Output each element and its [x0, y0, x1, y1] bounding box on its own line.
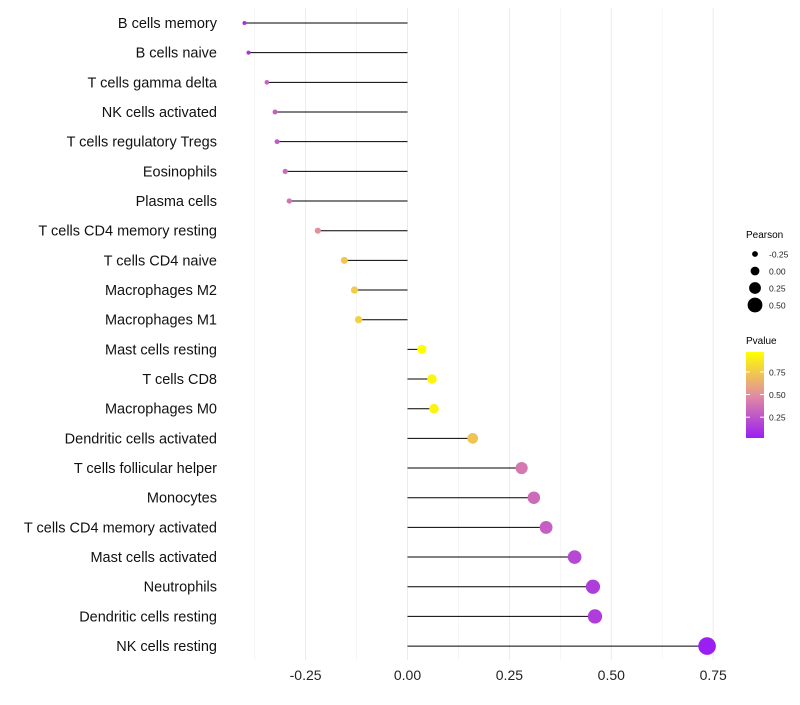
lollipop-point: [274, 139, 280, 145]
lollipop-point: [427, 374, 437, 384]
lollipop-point: [314, 227, 321, 234]
lollipop-point: [340, 256, 348, 264]
x-tick-label: 0.25: [496, 667, 523, 683]
category-label: T cells CD8: [142, 372, 217, 388]
category-label: Macrophages M1: [105, 313, 217, 329]
size-legend-title: Pearson: [746, 230, 783, 241]
lollipop-point: [429, 403, 439, 414]
size-legend-label: 0.25: [769, 284, 786, 294]
x-tick-label: 0.75: [700, 667, 727, 683]
color-legend-label: 0.25: [769, 413, 786, 423]
lollipop-point: [242, 21, 247, 25]
pvalue-color-legend: Pvalue 0.75 0.50 0.25: [746, 336, 786, 438]
category-label: Mast cells activated: [90, 550, 217, 566]
size-legend-label: -0.25: [769, 250, 789, 260]
color-legend-title: Pvalue: [746, 336, 777, 347]
x-tick-label: 0.00: [394, 667, 421, 683]
lollipop-point: [417, 344, 427, 354]
lollipop-stems: [244, 22, 708, 647]
pearson-size-legend: Pearson -0.25 0.00 0.25 0.50: [746, 230, 789, 313]
category-label: Plasma cells: [136, 194, 217, 210]
category-label: Dendritic cells activated: [65, 431, 217, 447]
category-label: Mast cells resting: [105, 342, 217, 358]
lollipop-point: [527, 491, 541, 504]
category-label: Dendritic cells resting: [79, 609, 217, 625]
category-label: B cells naive: [136, 46, 217, 62]
category-label: T cells regulatory Tregs: [67, 135, 217, 151]
lollipop-point: [354, 316, 363, 324]
x-tick-label: -0.25: [290, 667, 322, 683]
size-legend-label: 0.50: [769, 301, 786, 311]
lollipop-point: [282, 168, 288, 174]
category-label: NK cells resting: [116, 639, 217, 655]
grid-lines: [254, 8, 714, 660]
lollipop-point: [272, 109, 278, 115]
color-legend-label: 0.75: [769, 367, 786, 377]
lollipop-points: [242, 21, 716, 655]
lollipop-point: [515, 461, 528, 475]
lollipop-point: [286, 198, 292, 204]
category-label: T cells CD4 naive: [104, 253, 217, 269]
size-legend-key: [749, 282, 761, 294]
lollipop-point: [567, 550, 582, 564]
category-label: B cells memory: [118, 16, 218, 32]
category-label: Neutrophils: [144, 580, 217, 596]
category-label: NK cells activated: [102, 105, 217, 121]
lollipop-point: [587, 609, 603, 624]
lollipop-point: [698, 637, 716, 655]
x-tick-label: 0.50: [598, 667, 625, 683]
size-legend-key: [750, 266, 760, 276]
lollipop-point: [264, 80, 270, 85]
color-legend-bar: [746, 352, 764, 438]
category-label: T cells CD4 memory activated: [24, 520, 217, 536]
size-legend-key: [747, 297, 763, 313]
lollipop-point: [246, 50, 251, 55]
category-label: Monocytes: [147, 491, 217, 507]
category-label: T cells gamma delta: [88, 75, 218, 91]
lollipop-point: [539, 520, 553, 534]
category-label: Macrophages M0: [105, 402, 217, 418]
category-label: T cells follicular helper: [74, 461, 217, 477]
size-legend-key: [752, 251, 758, 257]
category-label: T cells CD4 memory resting: [38, 224, 217, 240]
color-legend-label: 0.50: [769, 390, 786, 400]
size-legend-label: 0.00: [769, 267, 786, 277]
category-label: Eosinophils: [143, 164, 217, 180]
x-axis-ticks: -0.25 0.00 0.25 0.50 0.75: [290, 667, 727, 683]
category-labels: B cells memory B cells naive T cells gamma…: [24, 16, 218, 655]
category-label: Macrophages M2: [105, 283, 217, 299]
lollipop-point: [585, 579, 601, 594]
lollipop-point: [467, 433, 479, 444]
lollipop-point: [350, 286, 359, 294]
